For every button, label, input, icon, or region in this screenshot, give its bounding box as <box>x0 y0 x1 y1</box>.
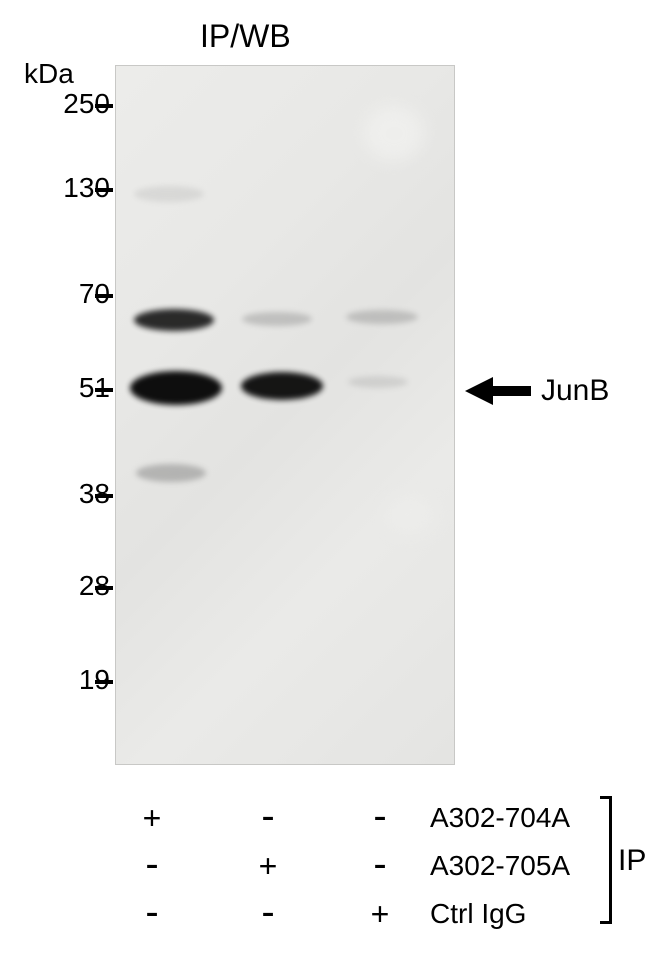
mw-marker-tick <box>95 294 113 298</box>
blot-band <box>346 310 418 324</box>
lane-symbol: + <box>132 800 172 837</box>
mw-marker-tick <box>95 680 113 684</box>
ip-bracket <box>600 796 612 924</box>
mw-marker-tick <box>95 388 113 392</box>
mw-marker-tick <box>95 494 113 498</box>
western-blot-membrane <box>115 65 455 765</box>
header-title: IP/WB <box>200 18 291 55</box>
arrow-head-icon <box>465 377 493 405</box>
blot-band <box>134 309 214 331</box>
lane-symbol: - <box>248 890 288 935</box>
blot-band <box>134 186 204 202</box>
condition-label: Ctrl IgG <box>430 898 526 930</box>
blot-noise <box>364 106 424 161</box>
blot-band <box>136 464 206 482</box>
lane-symbol: + <box>248 848 288 885</box>
arrow-stem <box>493 386 531 396</box>
ip-bracket-label: IP <box>618 844 646 878</box>
blot-band <box>348 376 408 388</box>
lane-symbol: + <box>360 896 400 933</box>
condition-label: A302-704A <box>430 802 570 834</box>
blot-band <box>241 372 323 400</box>
figure-container: IP/WB kDa 2501307051382819 JunB +--A302-… <box>0 0 650 955</box>
condition-label: A302-705A <box>430 850 570 882</box>
junb-arrow: JunB <box>465 374 609 408</box>
blot-band <box>242 312 312 326</box>
kda-units-label: kDa <box>24 58 74 90</box>
lane-symbol: - <box>132 842 172 887</box>
lane-symbol: - <box>248 794 288 839</box>
blot-band <box>130 371 222 405</box>
lane-symbol: - <box>360 794 400 839</box>
blot-noise <box>386 496 436 536</box>
lane-symbol: - <box>132 890 172 935</box>
lane-symbol: - <box>360 842 400 887</box>
mw-marker-tick <box>95 188 113 192</box>
junb-label: JunB <box>541 374 609 408</box>
mw-marker-tick <box>95 586 113 590</box>
mw-marker-tick <box>95 104 113 108</box>
